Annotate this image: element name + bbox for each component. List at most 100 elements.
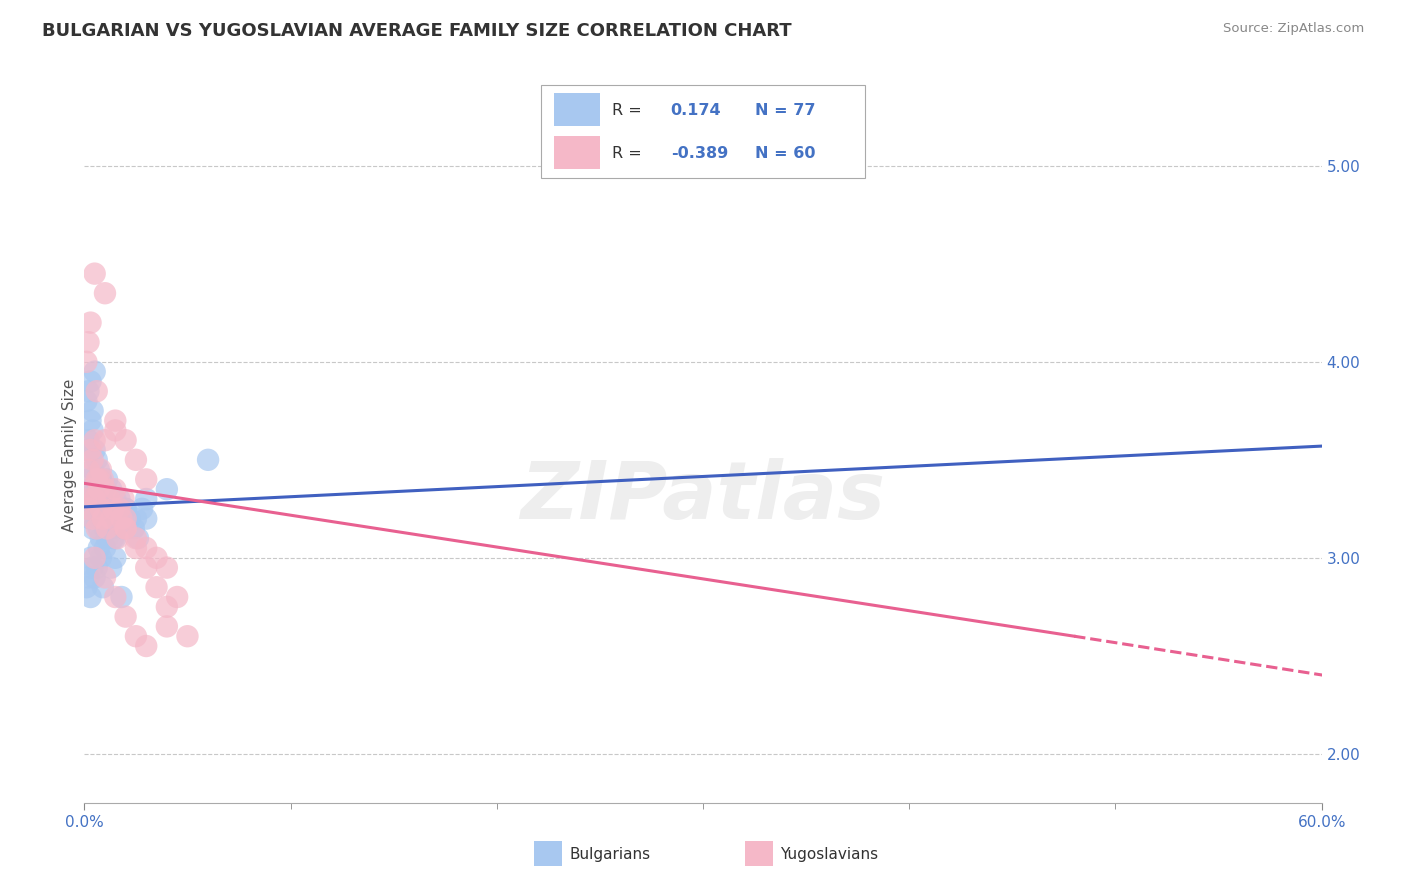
Text: 0.174: 0.174 xyxy=(671,103,721,118)
Point xyxy=(104,424,127,438)
Point xyxy=(122,521,145,535)
Point xyxy=(100,511,122,525)
Point xyxy=(135,472,157,486)
Point xyxy=(77,501,100,516)
Point xyxy=(83,570,105,584)
Point xyxy=(79,511,101,525)
Point xyxy=(135,639,157,653)
Point xyxy=(94,482,117,496)
Point xyxy=(86,521,108,535)
Point xyxy=(87,501,110,516)
Point xyxy=(104,491,127,506)
Point xyxy=(87,521,110,535)
Point xyxy=(110,511,132,525)
Point xyxy=(96,501,118,516)
Point xyxy=(105,531,128,545)
Point xyxy=(110,511,132,525)
Point xyxy=(104,590,127,604)
Text: -0.389: -0.389 xyxy=(671,145,728,161)
Text: N = 77: N = 77 xyxy=(755,103,815,118)
Point xyxy=(86,384,108,399)
Point xyxy=(98,511,121,525)
Point xyxy=(87,541,110,555)
Text: Bulgarians: Bulgarians xyxy=(569,847,651,862)
Point xyxy=(110,590,132,604)
Point xyxy=(98,491,121,506)
Point xyxy=(79,550,101,565)
Point xyxy=(91,491,114,506)
Point xyxy=(77,570,100,584)
Point xyxy=(104,482,127,496)
Point xyxy=(112,521,135,535)
Point xyxy=(79,482,101,496)
Point xyxy=(100,560,122,574)
Point xyxy=(83,501,105,516)
Point xyxy=(91,472,114,486)
Point xyxy=(90,531,112,545)
Point xyxy=(86,452,108,467)
Point xyxy=(94,434,117,448)
Bar xyxy=(554,93,599,126)
Text: BULGARIAN VS YUGOSLAVIAN AVERAGE FAMILY SIZE CORRELATION CHART: BULGARIAN VS YUGOSLAVIAN AVERAGE FAMILY … xyxy=(42,22,792,40)
Point xyxy=(75,491,97,506)
Point xyxy=(75,355,97,369)
Point xyxy=(131,501,153,516)
Point xyxy=(100,482,122,496)
Point xyxy=(86,472,108,486)
Point xyxy=(112,491,135,506)
Point xyxy=(98,491,121,506)
Point xyxy=(103,531,125,545)
Point xyxy=(104,550,127,565)
Point xyxy=(91,482,114,496)
Point xyxy=(96,472,118,486)
Point xyxy=(77,384,100,399)
Point xyxy=(82,521,104,535)
Point xyxy=(91,501,114,516)
Text: Source: ZipAtlas.com: Source: ZipAtlas.com xyxy=(1223,22,1364,36)
Point xyxy=(79,316,101,330)
Point xyxy=(94,286,117,301)
Point xyxy=(90,462,112,476)
Point xyxy=(79,443,101,458)
Point xyxy=(125,629,148,643)
Point xyxy=(104,531,127,545)
Point xyxy=(145,550,167,565)
Point xyxy=(108,501,131,516)
Point xyxy=(114,609,136,624)
Point xyxy=(82,404,104,418)
Point xyxy=(94,511,117,525)
Point xyxy=(77,335,100,350)
Point xyxy=(75,491,97,506)
Bar xyxy=(554,136,599,169)
Point xyxy=(87,482,110,496)
Point xyxy=(156,482,179,496)
Point xyxy=(166,590,188,604)
Point xyxy=(94,521,117,535)
Point xyxy=(105,501,128,516)
Point xyxy=(135,541,157,555)
Point xyxy=(77,462,100,476)
Point xyxy=(77,434,100,448)
Point xyxy=(104,414,127,428)
Point xyxy=(82,424,104,438)
Text: N = 60: N = 60 xyxy=(755,145,815,161)
Text: R =: R = xyxy=(613,103,643,118)
Point xyxy=(125,531,148,545)
Point xyxy=(94,570,117,584)
Point xyxy=(127,531,149,545)
Point xyxy=(83,365,105,379)
Point xyxy=(156,619,179,633)
Point xyxy=(86,511,108,525)
Point xyxy=(114,521,136,535)
Point xyxy=(82,560,104,574)
Point xyxy=(114,501,136,516)
Point xyxy=(96,521,118,535)
Point xyxy=(83,434,105,448)
Point xyxy=(114,521,136,535)
Text: ZIPatlas: ZIPatlas xyxy=(520,458,886,536)
Point xyxy=(114,501,136,516)
Point xyxy=(114,434,136,448)
Point xyxy=(100,521,122,535)
Point xyxy=(87,462,110,476)
Text: Yugoslavians: Yugoslavians xyxy=(780,847,879,862)
